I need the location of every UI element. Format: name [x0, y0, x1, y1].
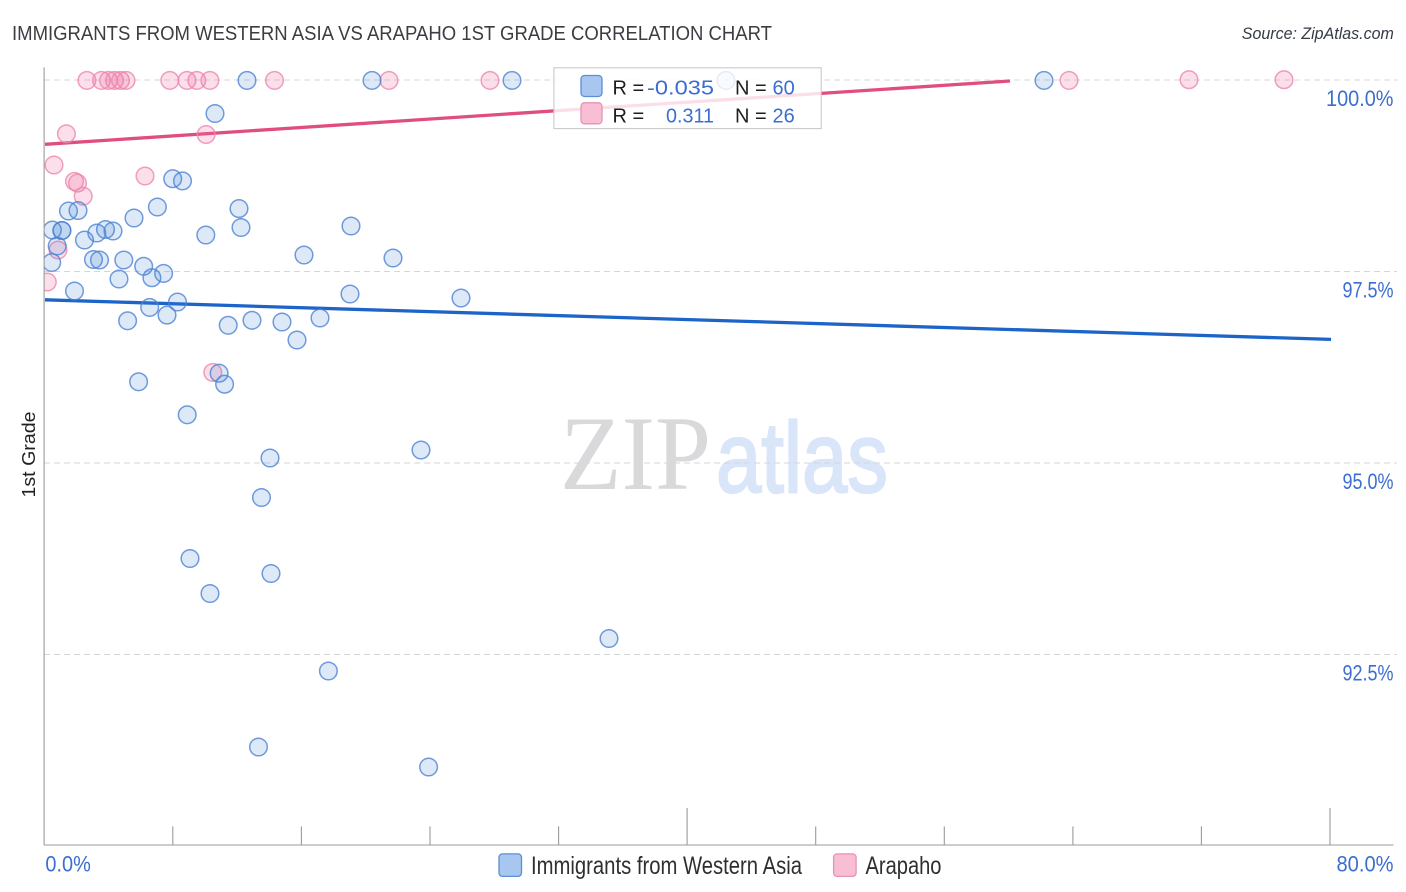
svg-text:97.5%: 97.5%	[1343, 278, 1394, 303]
svg-text:80.0%: 80.0%	[1337, 851, 1394, 876]
svg-text:-0.035: -0.035	[647, 78, 714, 100]
svg-text:ZIP: ZIP	[560, 395, 711, 512]
svg-text:N =: N =	[735, 78, 767, 100]
svg-text:R =: R =	[613, 105, 645, 127]
svg-text:Source: ZipAtlas.com: Source: ZipAtlas.com	[1242, 24, 1394, 43]
svg-text:R =: R =	[613, 78, 645, 100]
svg-text:Immigrants from Western Asia: Immigrants from Western Asia	[531, 852, 802, 880]
svg-text:1st Grade: 1st Grade	[19, 412, 39, 498]
svg-text:60: 60	[773, 78, 795, 100]
svg-text:IMMIGRANTS FROM WESTERN ASIA V: IMMIGRANTS FROM WESTERN ASIA VS ARAPAHO …	[12, 23, 772, 45]
svg-text:95.0%: 95.0%	[1343, 469, 1394, 494]
svg-text:26: 26	[773, 105, 795, 127]
svg-text:92.5%: 92.5%	[1343, 661, 1394, 686]
svg-text:0.0%: 0.0%	[45, 851, 90, 876]
svg-text:N =: N =	[735, 105, 767, 127]
svg-text:0.311: 0.311	[666, 105, 714, 127]
svg-text:Arapaho: Arapaho	[866, 852, 942, 880]
svg-text:atlas: atlas	[716, 402, 888, 514]
svg-text:100.0%: 100.0%	[1326, 86, 1394, 111]
